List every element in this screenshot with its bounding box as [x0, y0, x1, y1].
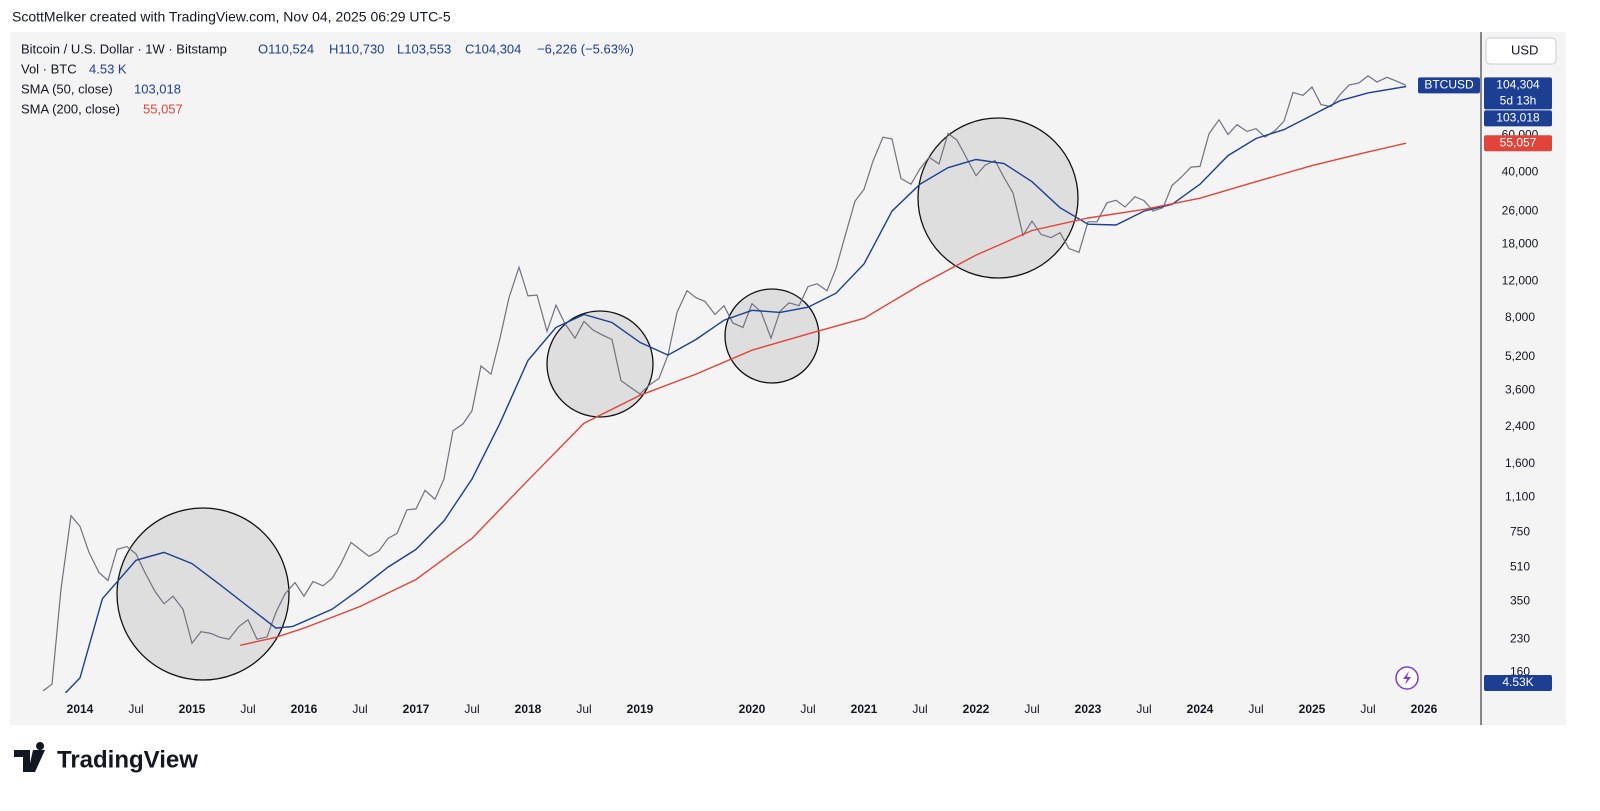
x-tick-label: 2021 — [851, 702, 878, 716]
currency-button[interactable] — [1485, 37, 1557, 65]
x-tick-label: Jul — [800, 702, 815, 716]
sma-line — [240, 142, 1407, 646]
x-tick-label: Jul — [1360, 702, 1375, 716]
x-tick-label: 2023 — [1075, 702, 1102, 716]
x-tick-label: 2019 — [627, 702, 654, 716]
close: C104,304 — [465, 41, 521, 56]
legend-entry: SMA (200, close) — [21, 101, 120, 116]
y-tick-label: 12,000 — [1502, 273, 1539, 287]
x-tick-label: Jul — [240, 702, 255, 716]
axes: 160 230 350 510 750 1,100 1,600 2,400 3,600 5,200… — [67, 77, 1552, 716]
y-tick-label: 3,600 — [1505, 382, 1535, 396]
high: H110,730 — [329, 41, 384, 56]
symbol-label: BTCUSD — [1424, 78, 1474, 92]
volume-box — [1484, 675, 1552, 691]
y-tick-label: 160 — [1510, 664, 1530, 678]
y-tick-label: 230 — [1510, 631, 1530, 645]
volume: 4.53 K — [89, 61, 127, 76]
y-tick-label: 5,200 — [1505, 349, 1535, 363]
y-tick-label: 8,000 — [1505, 310, 1535, 324]
x-tick-label: Jul — [576, 702, 591, 716]
y-tick-label: 510 — [1510, 559, 1530, 573]
x-tick-label: 2026 — [1411, 702, 1438, 716]
x-tick-label: 2017 — [403, 702, 430, 716]
symbol: Bitcoin / U.S. Dollar · 1W · Bitstamp — [21, 41, 227, 56]
legend-entry: SMA (50, close) — [21, 81, 113, 96]
y-tick-label: 750 — [1510, 524, 1530, 538]
logo-text: TradingView — [57, 746, 198, 773]
x-tick-label: Jul — [128, 702, 143, 716]
price-label-box — [1484, 77, 1552, 110]
y-tick-label: 1,600 — [1505, 456, 1535, 470]
legend-value: 103,018 — [134, 81, 181, 96]
x-tick-label: 2020 — [739, 702, 766, 716]
y-tick-label: 2,400 — [1505, 419, 1535, 433]
x-tick-label: Jul — [1136, 702, 1151, 716]
logo-mark — [14, 742, 45, 772]
price-label-box — [1484, 110, 1552, 127]
x-tick-label: 2022 — [963, 702, 990, 716]
legend: Bitcoin / U.S. Dollar · 1W · Bitstamp O1… — [21, 41, 634, 116]
price-label-box — [1484, 135, 1552, 152]
price-label: 104,304 — [1496, 78, 1540, 92]
circle-annotation — [917, 117, 1079, 279]
open: O110,524 — [258, 41, 314, 56]
header: ScottMelker created with TradingView.com… — [12, 9, 451, 25]
price-label: 55,057 — [1500, 135, 1537, 149]
x-tick-label: Jul — [464, 702, 479, 716]
plot-area — [42, 75, 1407, 693]
x-tick-label: 2014 — [67, 702, 94, 716]
volume-box-label: 4.53K — [1502, 675, 1533, 689]
low: L103,553 — [397, 41, 451, 56]
x-tick-label: Jul — [1248, 702, 1263, 716]
lightning — [1403, 671, 1411, 685]
x-tick-label: Jul — [1024, 702, 1039, 716]
price-label: 103,018 — [1496, 111, 1540, 125]
x-tick-label: 2016 — [291, 702, 318, 716]
y-tick-label: 1,100 — [1505, 490, 1535, 504]
y-tick-label: 350 — [1510, 593, 1530, 607]
currency[interactable]: USD — [1511, 42, 1538, 57]
x-tick-label: 2015 — [179, 702, 206, 716]
y-tick-label: 18,000 — [1502, 237, 1539, 251]
y-tick-label: 40,000 — [1502, 164, 1539, 178]
x-tick-label: 2018 — [515, 702, 542, 716]
y-tick-label: 26,000 — [1502, 203, 1539, 217]
x-tick-label: 2025 — [1299, 702, 1326, 716]
x-tick-label: 2024 — [1187, 702, 1214, 716]
countdown: 5d 13h — [1500, 94, 1537, 108]
volume-name: Vol · BTC — [21, 61, 77, 76]
x-tick-label: Jul — [352, 702, 367, 716]
price-line — [42, 75, 1407, 692]
legend-value: 55,057 — [143, 101, 183, 116]
change: −6,226 (−5.63%) — [537, 41, 634, 56]
x-tick-label: Jul — [912, 702, 927, 716]
circle-annotation — [546, 310, 654, 418]
symbol-box — [1418, 77, 1480, 94]
circle-annotation — [116, 507, 290, 681]
